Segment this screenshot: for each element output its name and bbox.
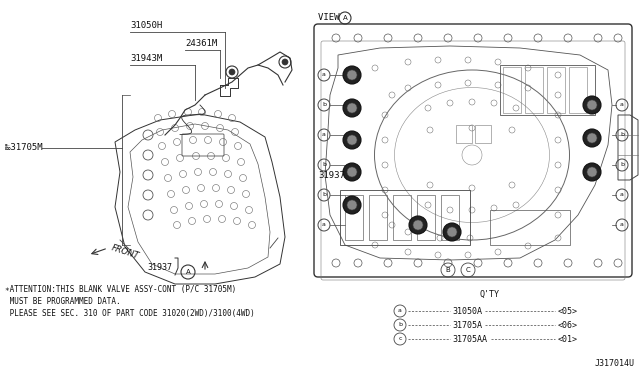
Circle shape bbox=[583, 96, 601, 114]
Text: b: b bbox=[322, 163, 326, 167]
Circle shape bbox=[587, 133, 597, 143]
Text: b: b bbox=[620, 132, 624, 138]
Bar bbox=[569, 67, 587, 113]
Circle shape bbox=[343, 99, 361, 117]
Circle shape bbox=[587, 167, 597, 177]
Circle shape bbox=[447, 227, 457, 237]
Bar bbox=[500, 65, 595, 115]
Bar bbox=[475, 125, 491, 143]
Text: 31937: 31937 bbox=[318, 170, 345, 180]
Circle shape bbox=[347, 167, 357, 177]
Text: a: a bbox=[322, 222, 326, 228]
Bar bbox=[345, 195, 363, 240]
Text: b: b bbox=[322, 103, 326, 108]
Text: a: a bbox=[620, 192, 624, 198]
Text: A: A bbox=[342, 15, 348, 21]
Circle shape bbox=[343, 163, 361, 181]
Text: 31050A: 31050A bbox=[452, 307, 482, 315]
Text: c: c bbox=[398, 337, 402, 341]
Text: VIEW: VIEW bbox=[318, 13, 345, 22]
Circle shape bbox=[229, 69, 235, 75]
Circle shape bbox=[583, 163, 601, 181]
Text: A: A bbox=[186, 269, 190, 275]
Text: 31937: 31937 bbox=[147, 263, 173, 273]
Text: b: b bbox=[322, 192, 326, 198]
Text: a: a bbox=[620, 222, 624, 228]
Circle shape bbox=[343, 131, 361, 149]
Text: a: a bbox=[322, 132, 326, 138]
Text: <05>: <05> bbox=[558, 307, 578, 315]
Text: 31050H: 31050H bbox=[130, 21, 163, 30]
Text: <06>: <06> bbox=[558, 321, 578, 330]
Text: 31705AA: 31705AA bbox=[452, 334, 487, 343]
Text: a: a bbox=[398, 308, 402, 314]
Circle shape bbox=[583, 129, 601, 147]
Text: J317014U: J317014U bbox=[595, 359, 635, 368]
Circle shape bbox=[347, 200, 357, 210]
Circle shape bbox=[413, 220, 423, 230]
Text: ∗ATTENTION:THIS BLANK VALVE ASSY-CONT (P/C 31705M): ∗ATTENTION:THIS BLANK VALVE ASSY-CONT (P… bbox=[5, 285, 236, 294]
Bar bbox=[417, 195, 435, 240]
Circle shape bbox=[347, 135, 357, 145]
Circle shape bbox=[343, 66, 361, 84]
Text: a: a bbox=[322, 73, 326, 77]
Text: b: b bbox=[398, 323, 402, 327]
Text: PLEASE SEE SEC. 310 OF PART CODE 31020(2WD)/3100(4WD): PLEASE SEE SEC. 310 OF PART CODE 31020(2… bbox=[5, 309, 255, 318]
Text: B: B bbox=[445, 267, 451, 273]
Text: 31705A: 31705A bbox=[452, 321, 482, 330]
Bar bbox=[456, 125, 472, 143]
Text: FRONT: FRONT bbox=[110, 243, 140, 261]
Circle shape bbox=[443, 223, 461, 241]
Circle shape bbox=[282, 59, 288, 65]
Bar bbox=[369, 195, 387, 240]
Circle shape bbox=[347, 103, 357, 113]
Text: C: C bbox=[466, 267, 470, 273]
Bar bbox=[490, 210, 570, 245]
Bar bbox=[503, 67, 521, 113]
Bar bbox=[441, 195, 459, 240]
Text: Q'TY: Q'TY bbox=[480, 290, 500, 299]
Text: 24361M: 24361M bbox=[185, 39, 217, 48]
Circle shape bbox=[587, 100, 597, 110]
Bar bbox=[340, 190, 470, 245]
Circle shape bbox=[343, 196, 361, 214]
Circle shape bbox=[347, 70, 357, 80]
Text: ‱31705M: ‱31705M bbox=[5, 144, 43, 153]
Text: MUST BE PROGRAMMED DATA.: MUST BE PROGRAMMED DATA. bbox=[5, 297, 120, 306]
Circle shape bbox=[409, 216, 427, 234]
Text: a: a bbox=[620, 103, 624, 108]
Text: b: b bbox=[620, 163, 624, 167]
Bar bbox=[525, 67, 543, 113]
Text: 31943M: 31943M bbox=[130, 54, 163, 63]
Text: <01>: <01> bbox=[558, 334, 578, 343]
Bar bbox=[393, 195, 411, 240]
Bar bbox=[547, 67, 565, 113]
